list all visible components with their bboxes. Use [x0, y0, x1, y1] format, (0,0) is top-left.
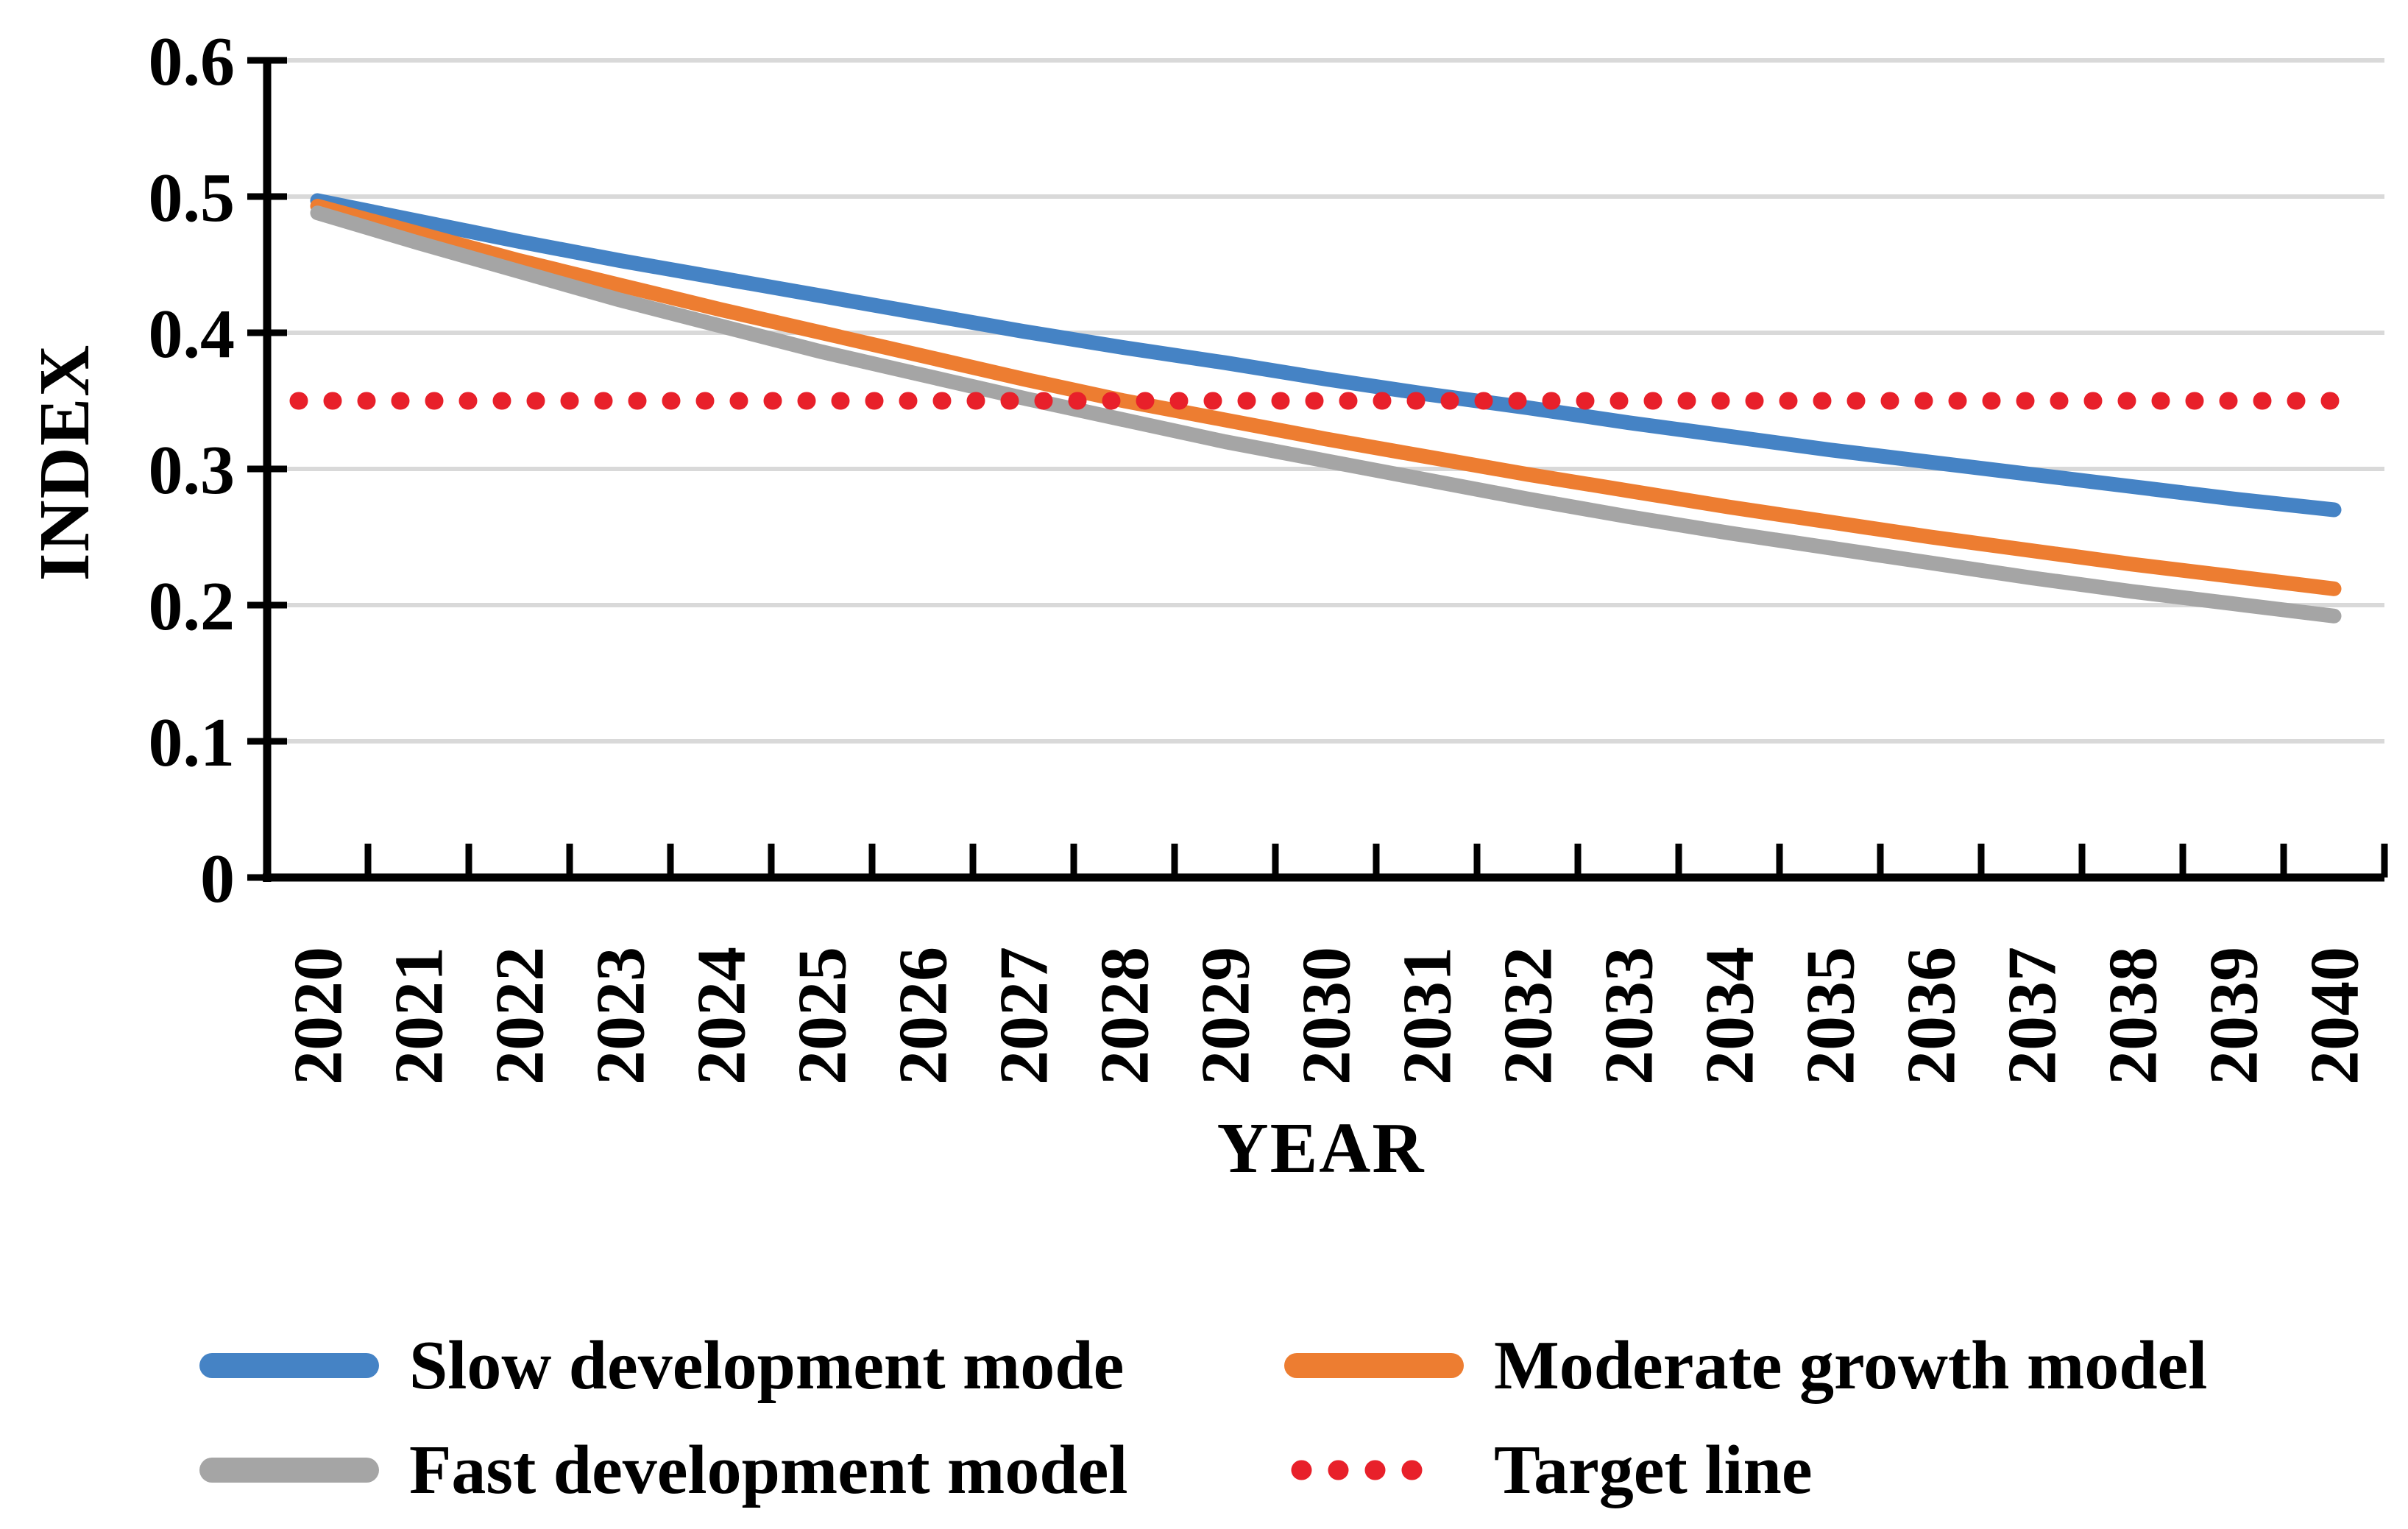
x-tick-label: 2023: [583, 947, 659, 1085]
series-line-2: [310, 199, 2342, 596]
legend-item-moderate-growth-model: Moderate growth model: [1282, 1325, 2207, 1406]
legend-label-fast: Fast development model: [409, 1432, 1128, 1508]
y-tick-label: 0.5: [149, 160, 236, 236]
x-tick-label: 2022: [482, 947, 559, 1085]
y-axis-title: INDEX: [25, 344, 104, 582]
x-tick-label: 2033: [1591, 947, 1668, 1085]
x-tick-label: 2032: [1490, 947, 1567, 1085]
x-tick-label: 2040: [2297, 947, 2373, 1085]
moderate-line-swatch: [1284, 1353, 1464, 1378]
y-tick-label: 0.2: [149, 568, 236, 645]
x-tick-label: 2025: [785, 947, 861, 1085]
x-tick-label: 2035: [1793, 947, 1869, 1085]
x-tick-label: 2034: [1692, 947, 1768, 1085]
x-tick-label: 2021: [381, 947, 458, 1085]
y-tick-label: 0: [200, 841, 235, 917]
legend-item-target-line: Target line: [1282, 1430, 1813, 1511]
x-tick-label: 2037: [1994, 947, 2071, 1085]
x-tick-label: 2030: [1289, 947, 1365, 1085]
fast-line-swatch: [199, 1458, 379, 1483]
y-tick-label: 0.6: [149, 24, 236, 100]
x-tick-label: 2031: [1389, 947, 1466, 1085]
legend-item-fast-development-model: Fast development model: [197, 1430, 1127, 1511]
x-tick-label: 2027: [986, 947, 1063, 1085]
legend-item-slow-development-mode: Slow development mode: [197, 1325, 1124, 1406]
slow-line-swatch: [199, 1353, 379, 1378]
x-tick-label: 2020: [280, 947, 357, 1085]
x-tick-label: 2026: [885, 947, 962, 1085]
x-axis-title: YEAR: [1217, 1109, 1426, 1187]
x-tick-label: 2029: [1188, 947, 1264, 1085]
target-line-swatch: [1291, 1460, 1459, 1480]
x-tick-label: 2039: [2196, 947, 2273, 1085]
legend-label-moderate: Moderate growth model: [1494, 1327, 2208, 1404]
x-tick-label: 2028: [1087, 947, 1164, 1085]
y-tick-label: 0.3: [149, 432, 236, 509]
y-tick-label: 0.1: [149, 705, 236, 781]
series-line-1: [310, 193, 2342, 518]
x-tick-label: 2036: [1894, 947, 1970, 1085]
x-tick-label: 2024: [684, 947, 760, 1085]
series-line-3: [310, 205, 2342, 624]
x-tick-label: 2038: [2095, 947, 2172, 1085]
y-tick-label: 0.4: [149, 296, 236, 372]
legend-label-slow: Slow development mode: [409, 1327, 1125, 1404]
legend-label-target: Target line: [1494, 1432, 1813, 1508]
